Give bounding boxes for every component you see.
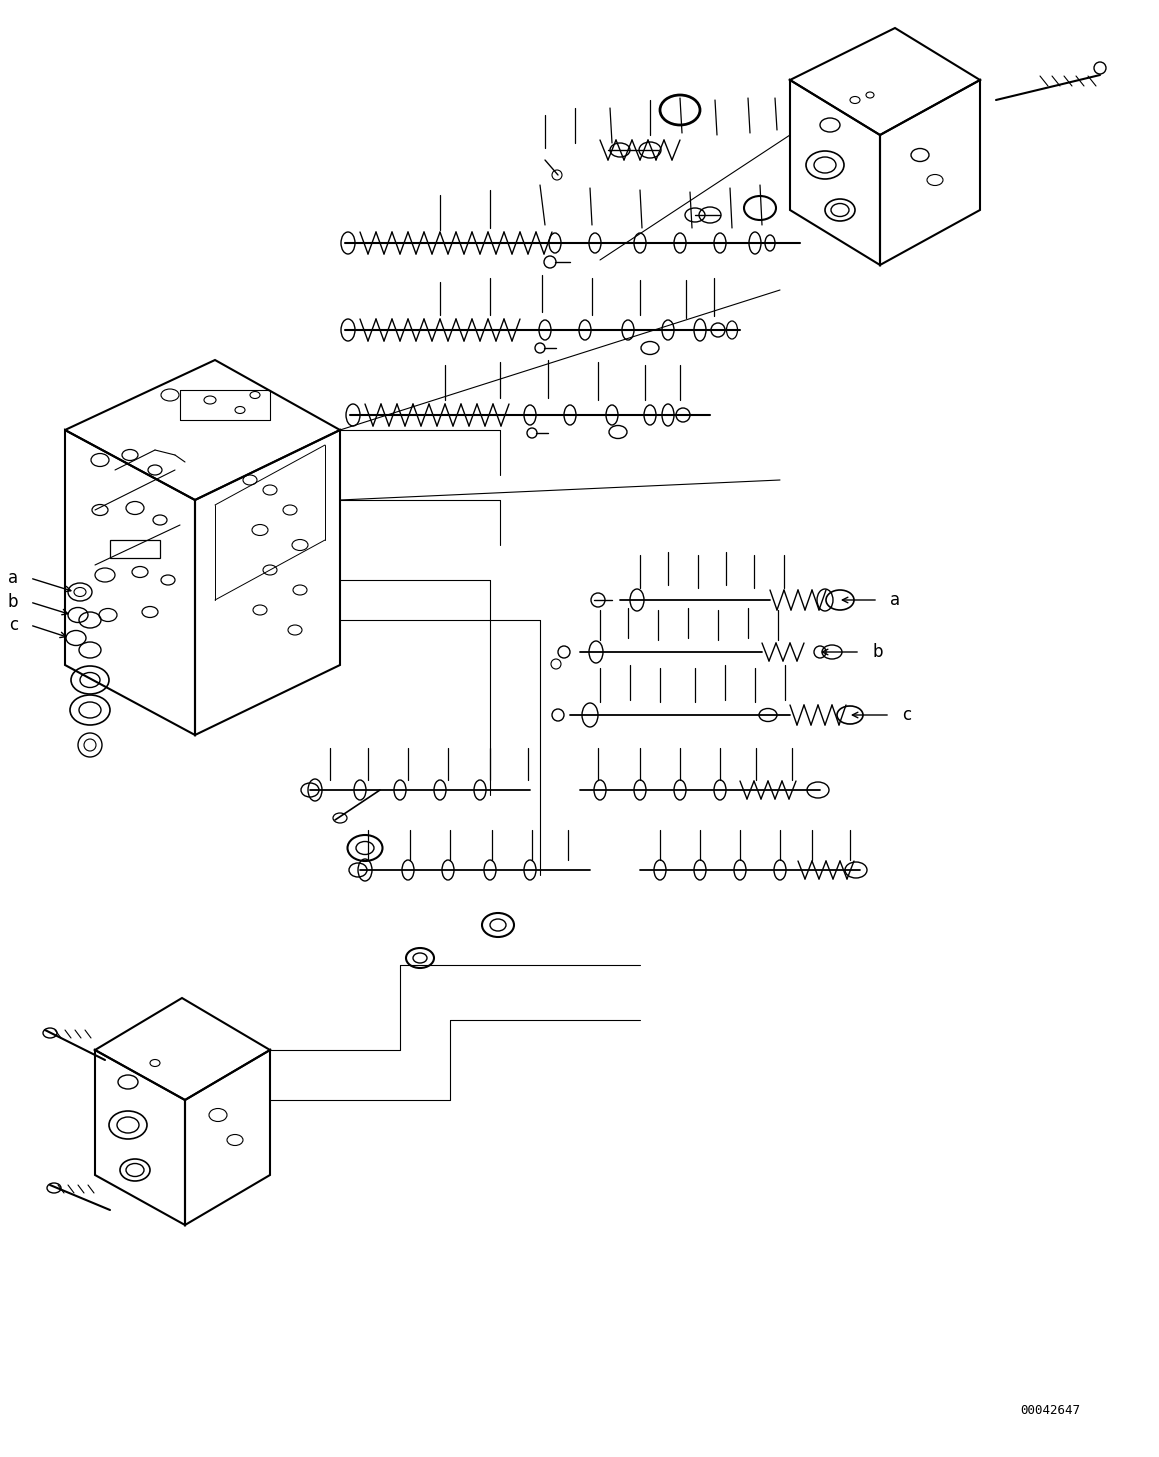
Text: b: b: [7, 593, 19, 610]
Text: c: c: [9, 616, 19, 634]
Text: 00042647: 00042647: [1020, 1405, 1080, 1418]
Text: a: a: [890, 592, 901, 609]
Text: c: c: [902, 707, 911, 724]
Text: a: a: [8, 570, 19, 587]
Text: b: b: [872, 643, 882, 661]
